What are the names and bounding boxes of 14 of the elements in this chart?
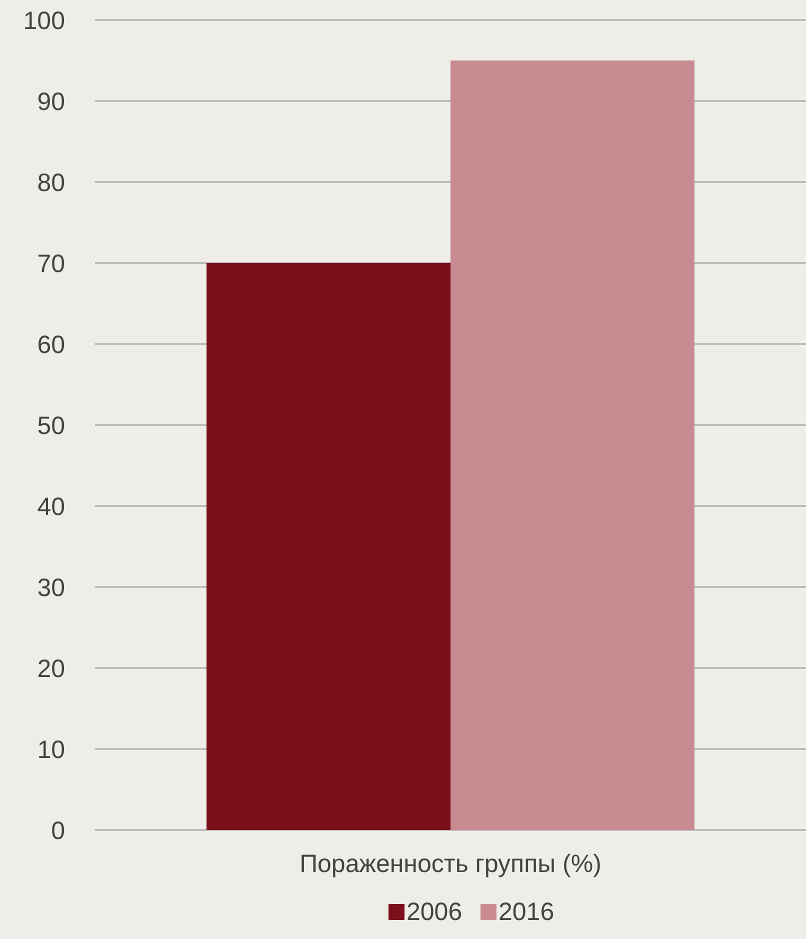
- y-tick-label: 70: [37, 250, 65, 278]
- legend-label: 2016: [498, 898, 554, 926]
- y-tick-label: 10: [37, 736, 65, 764]
- x-tick-label: Пораженность группы (%): [300, 850, 602, 878]
- y-tick-label: 30: [37, 574, 65, 602]
- legend-label: 2006: [406, 898, 462, 926]
- y-tick-label: 100: [23, 6, 65, 35]
- y-tick-label: 90: [37, 88, 65, 116]
- y-tick-label: 0: [51, 816, 65, 845]
- y-tick-label: 40: [37, 492, 65, 521]
- y-tick-label: 20: [37, 654, 65, 683]
- y-tick-label: 80: [37, 168, 65, 197]
- y-tick-label: 50: [37, 412, 65, 440]
- y-tick-label: 60: [37, 330, 65, 359]
